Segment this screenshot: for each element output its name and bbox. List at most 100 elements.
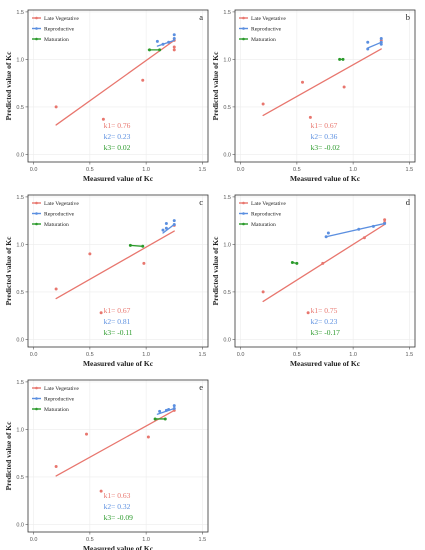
- legend-label: Maturation: [44, 407, 69, 413]
- x-axis-label: Measured value of Kc: [290, 174, 361, 183]
- data-point: [164, 226, 168, 230]
- legend-key-point: [35, 397, 38, 400]
- data-point: [161, 228, 165, 232]
- data-point: [371, 224, 375, 228]
- data-point: [383, 222, 387, 225]
- y-tick-label: 1.5: [223, 10, 231, 16]
- y-tick-label: 0.0: [16, 337, 24, 343]
- data-point: [54, 105, 58, 109]
- y-tick-label: 1.5: [16, 380, 24, 386]
- data-point: [341, 57, 345, 61]
- legend-key-point: [35, 222, 38, 226]
- data-point: [85, 432, 88, 436]
- data-point: [167, 407, 171, 411]
- data-point: [141, 244, 145, 248]
- legend-label: Late Vegetative: [44, 201, 79, 207]
- fit-line-1: [367, 41, 382, 49]
- fit-line-0: [55, 409, 175, 477]
- k-annotation: k1= 0.75: [311, 306, 338, 315]
- legend-key-point: [35, 201, 38, 205]
- chart-panel-c: 0.0 0.5 1.0 1.5 0.0 0.5 1.0 1.5 Measured value o…: [4, 194, 209, 368]
- data-point: [383, 218, 387, 222]
- data-point: [158, 48, 162, 52]
- data-point: [161, 42, 165, 46]
- data-point: [141, 78, 145, 82]
- data-point: [155, 39, 159, 43]
- x-tick-label: 1.0: [142, 537, 150, 543]
- y-tick-label: 0.5: [16, 475, 24, 481]
- data-point: [338, 57, 342, 61]
- x-tick-label: 0.5: [293, 352, 301, 358]
- legend-key-point: [242, 16, 245, 20]
- y-tick-label: 1.0: [223, 242, 231, 248]
- k-annotation: k1= 0.67: [104, 306, 131, 315]
- y-tick-label: 0.0: [16, 152, 24, 158]
- legend-key-point: [35, 386, 38, 390]
- k-annotation: k2= 0.23: [311, 317, 338, 326]
- x-axis-label: Measured value of Kc: [290, 359, 361, 368]
- data-point: [163, 417, 167, 421]
- legend-label: Maturation: [251, 37, 276, 43]
- data-point: [172, 48, 176, 52]
- data-point: [324, 235, 328, 239]
- data-point: [366, 40, 370, 44]
- fit-line-2: [129, 244, 144, 247]
- panel-border: [234, 9, 416, 163]
- legend-label: Reproductive: [251, 212, 282, 218]
- data-point: [172, 407, 176, 410]
- y-tick-label: 0.5: [16, 290, 24, 296]
- data-point: [379, 37, 383, 40]
- data-point: [357, 227, 361, 231]
- x-tick-label: 1.5: [406, 352, 414, 358]
- y-tick-label: 1.0: [16, 427, 24, 433]
- x-tick-label: 1.0: [349, 352, 357, 358]
- k-annotation: k3= -0.17: [311, 328, 340, 337]
- data-point: [172, 45, 176, 49]
- data-point: [306, 311, 310, 315]
- y-tick-label: 0.5: [16, 105, 24, 111]
- k-annotation: k3= 0.02: [104, 143, 131, 152]
- k-annotation: k2= 0.81: [104, 317, 131, 326]
- data-point: [290, 260, 294, 264]
- fit-line-0: [262, 48, 382, 117]
- k-annotation: k2= 0.32: [104, 502, 131, 511]
- data-point: [146, 435, 150, 439]
- k-annotation: k1= 0.67: [311, 121, 338, 130]
- x-tick-label: 0.5: [293, 167, 301, 173]
- panel-label: c: [199, 197, 203, 207]
- y-tick-label: 1.5: [223, 195, 231, 201]
- x-tick-label: 1.0: [142, 167, 150, 173]
- data-point: [295, 261, 299, 265]
- y-tick-label: 0.0: [223, 337, 231, 343]
- legend-label: Late Vegetative: [251, 16, 286, 22]
- legend-key-point: [242, 27, 245, 30]
- data-point: [54, 287, 58, 291]
- data-point: [164, 222, 168, 225]
- legend-key-point: [242, 222, 245, 226]
- data-point: [99, 311, 103, 315]
- data-point: [366, 47, 370, 51]
- panel-label: e: [199, 382, 203, 392]
- data-point: [158, 409, 162, 413]
- legend-label: Reproductive: [44, 27, 75, 33]
- x-tick-label: 0.0: [30, 537, 38, 543]
- k-annotation: k3= -0.09: [104, 513, 133, 522]
- data-point: [172, 37, 176, 40]
- data-point: [308, 115, 312, 119]
- legend-key-point: [242, 37, 245, 41]
- data-point: [148, 48, 151, 52]
- panel-border: [27, 194, 209, 348]
- data-point: [301, 80, 304, 84]
- k-annotation: k2= 0.36: [311, 132, 338, 141]
- x-tick-label: 0.0: [30, 167, 38, 173]
- legend-key-point: [35, 212, 38, 215]
- x-axis-label: Measured value of Kc: [83, 174, 154, 183]
- k-annotation: k2= 0.23: [104, 132, 131, 141]
- panel-label: b: [406, 12, 410, 22]
- data-point: [99, 489, 103, 493]
- data-point: [172, 33, 176, 37]
- x-tick-label: 0.0: [237, 352, 245, 358]
- data-point: [101, 117, 105, 121]
- y-tick-label: 0.0: [223, 152, 231, 158]
- y-tick-label: 1.0: [16, 242, 24, 248]
